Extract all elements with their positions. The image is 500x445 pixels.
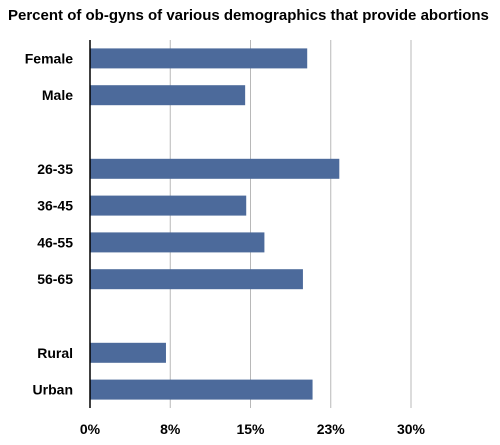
x-tick-label-1: 8%	[160, 421, 181, 437]
x-tick-label-3: 23%	[317, 421, 346, 437]
bar-56-65	[90, 269, 303, 290]
x-tick-label-4: 30%	[397, 421, 426, 437]
bars	[90, 48, 340, 400]
category-label-36-45: 36-45	[37, 198, 73, 214]
bar-36-45	[90, 195, 247, 216]
bar-urban	[90, 379, 313, 400]
x-tick-labels: 0% 8% 15% 23% 30%	[80, 421, 426, 437]
category-label-rural: Rural	[37, 345, 73, 361]
bar-male	[90, 85, 246, 106]
bar-rural	[90, 342, 166, 363]
category-label-urban: Urban	[33, 382, 73, 398]
category-label-female: Female	[25, 50, 73, 66]
category-label-46-55: 46-55	[37, 234, 73, 250]
x-tick-label-2: 15%	[236, 421, 265, 437]
category-label-56-65: 56-65	[37, 271, 73, 287]
bar-26-35	[90, 158, 340, 179]
x-tick-label-0: 0%	[80, 421, 101, 437]
category-label-26-35: 26-35	[37, 161, 73, 177]
chart-title: Percent of ob-gyns of various demographi…	[8, 7, 489, 24]
category-labels: Female Male 26-35 36-45 46-55 56-65 Rural Urban	[25, 50, 73, 397]
bar-46-55	[90, 232, 265, 253]
bar-female	[90, 48, 308, 69]
gridlines	[169, 40, 412, 408]
category-label-male: Male	[42, 87, 73, 103]
